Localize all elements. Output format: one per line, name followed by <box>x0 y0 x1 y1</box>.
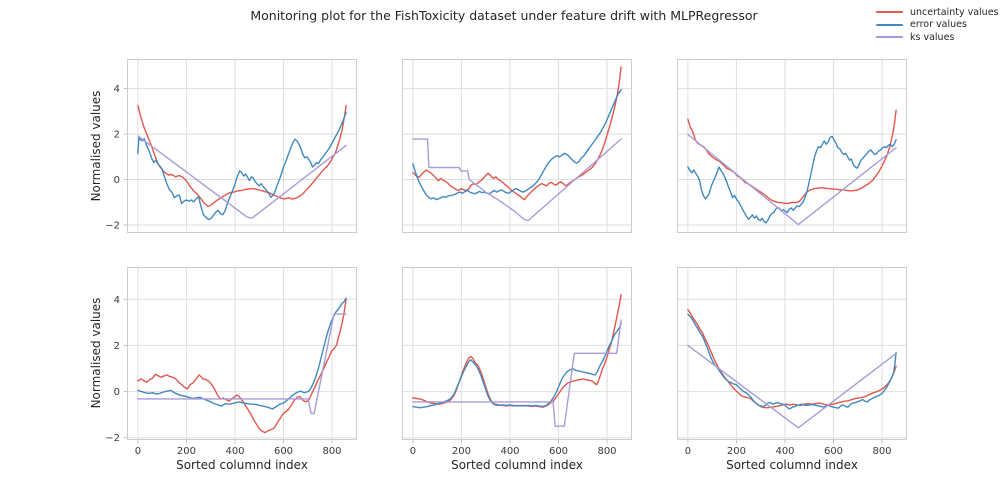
series-line-ks-values <box>412 138 622 222</box>
figure-title: Monitoring plot for the FishToxicity dat… <box>250 8 758 23</box>
series-line-uncertainty-values <box>137 104 347 208</box>
legend-item-uncertainty: uncertainty values <box>876 6 999 19</box>
y-tick-label: 0 <box>114 387 120 398</box>
x-tick-label: 0 <box>135 446 141 457</box>
legend-item-ks: ks values <box>876 31 999 44</box>
series-line-uncertainty-values <box>412 294 622 408</box>
x-tick-label: 800 <box>872 446 891 457</box>
series-line-uncertainty-values <box>687 109 897 205</box>
subplot-r0c2 <box>677 59 907 233</box>
subplot-r1c2: 0 200 400 600 800 <box>677 267 907 457</box>
y-tick-label: 2 <box>114 130 120 141</box>
axes-border <box>677 267 907 440</box>
series-line-ks-values <box>412 319 622 427</box>
axes-border <box>402 59 632 233</box>
x-tick-label: 800 <box>597 446 616 457</box>
legend-item-error: error values <box>876 19 999 32</box>
subplot-r1c1: 0 200 400 600 800 <box>402 267 632 457</box>
legend-label-error: error values <box>910 19 967 31</box>
y-tick-label: −2 <box>105 221 120 232</box>
x-tick-label: 200 <box>727 446 746 457</box>
uncertainty-line-swatch <box>876 11 903 14</box>
x-tick-label: 800 <box>322 446 341 457</box>
x-axis-label-col1: Sorted columnd index <box>176 458 308 472</box>
x-tick-label: 600 <box>824 446 843 457</box>
series-line-error-values <box>137 111 347 221</box>
x-tick-label: 200 <box>177 446 196 457</box>
x-tick-label: 400 <box>500 446 519 457</box>
series-line-error-values <box>687 135 897 224</box>
error-line-swatch <box>876 23 903 26</box>
x-tick-label: 200 <box>452 446 471 457</box>
x-tick-label: 600 <box>274 446 293 457</box>
y-axis-label-row2: Normalised values <box>89 297 103 409</box>
ks-line-swatch <box>876 36 903 39</box>
series-line-uncertainty-values <box>687 309 897 409</box>
x-tick-label: 400 <box>775 446 794 457</box>
x-tick-label: 0 <box>685 446 691 457</box>
series-line-ks-values <box>137 135 347 219</box>
series-line-error-values <box>412 89 622 201</box>
series-line-ks-values <box>687 133 897 226</box>
legend-label-ks: ks values <box>910 31 955 43</box>
series-line-error-values <box>687 313 897 410</box>
subplot-r0c1 <box>402 59 632 233</box>
y-axis-label-row1: Normalised values <box>89 90 103 202</box>
series-line-ks-values <box>137 313 347 415</box>
x-tick-label: 600 <box>549 446 568 457</box>
y-tick-label: 2 <box>114 341 120 352</box>
series-line-uncertainty-values <box>137 298 347 434</box>
axes-border <box>402 267 632 440</box>
y-tick-label: −2 <box>105 433 120 444</box>
series-line-uncertainty-values <box>412 66 622 201</box>
legend: uncertainty values error values ks value… <box>876 6 999 44</box>
subplot-r1c0: 0 200 400 600 800 −2 0 2 4 <box>105 267 357 457</box>
y-tick-label: 0 <box>114 175 120 186</box>
y-tick-label: 4 <box>114 84 120 95</box>
x-tick-label: 0 <box>410 446 416 457</box>
legend-label-uncertainty: uncertainty values <box>910 6 999 18</box>
axes-border <box>127 267 357 440</box>
y-tick-label: 4 <box>114 295 120 306</box>
series-line-error-values <box>137 297 347 410</box>
subplot-r0c0: −2 0 2 4 <box>105 59 357 233</box>
x-axis-label-col2: Sorted columnd index <box>451 458 583 472</box>
x-axis-label-col3: Sorted columnd index <box>726 458 858 472</box>
x-tick-label: 400 <box>225 446 244 457</box>
axes-border <box>127 59 357 233</box>
series-line-error-values <box>412 322 622 409</box>
series-line-ks-values <box>687 344 897 429</box>
axes-border <box>677 59 907 233</box>
